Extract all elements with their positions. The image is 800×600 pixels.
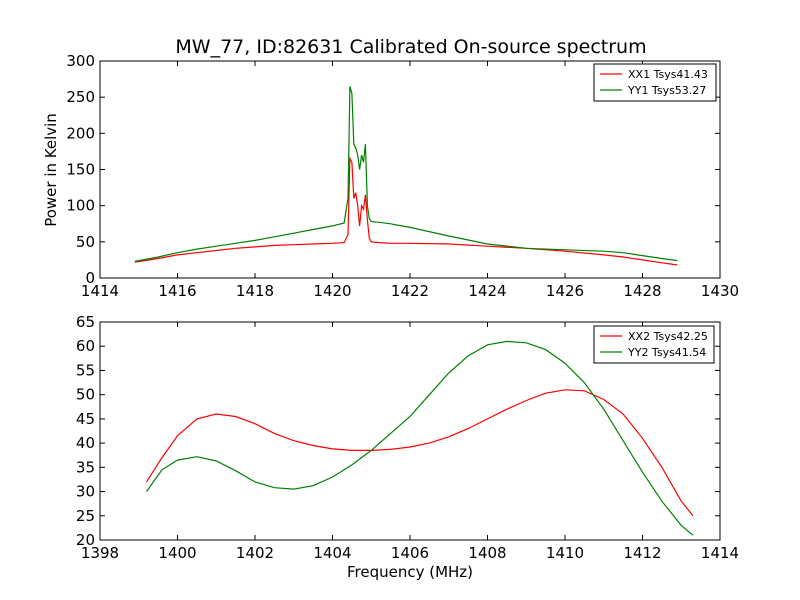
x-tick-label: 1402	[236, 544, 274, 562]
y-tick-label: 40	[76, 434, 95, 452]
y-tick-label: 50	[76, 386, 95, 404]
x-tick-label: 1416	[158, 282, 196, 300]
x-tick-label: 1400	[158, 544, 196, 562]
y-tick-label: 55	[76, 361, 95, 379]
x-tick-label: 1408	[468, 544, 506, 562]
x-tick-label: 1420	[313, 282, 351, 300]
y-tick-label: 25	[76, 507, 95, 525]
series-line-1	[134, 156, 678, 266]
y-tick-label: 60	[76, 337, 95, 355]
legend-box	[593, 325, 715, 364]
legend: XX1 Tsys41.43 YY1 Tsys53.27	[593, 63, 717, 102]
series-line-1	[145, 389, 694, 517]
y-tick-label: 300	[66, 52, 95, 70]
x-tick-label: 1424	[468, 282, 506, 300]
top-spectrum-panel: 1414 1416 1418 1420 1422 1424 1426 1428 1430 0 50 1…	[42, 52, 739, 300]
legend-entry-label: XX2 Tsys42.25	[628, 330, 708, 343]
y-tick-label: 250	[66, 88, 95, 106]
y-tick-label: 45	[76, 410, 95, 428]
legend-box	[593, 63, 717, 102]
x-tick-label: 1428	[623, 282, 661, 300]
x-tick-label: 1414	[701, 544, 739, 562]
legend-entry-label: YY1 Tsys53.27	[627, 84, 706, 97]
bottom-spectrum-panel: 1398 1400 1402 1404 1406 1408 1410 1412 1414 20 25…	[76, 313, 739, 581]
legend: XX2 Tsys42.25 YY2 Tsys41.54	[593, 325, 715, 364]
figure-title: MW_77, ID:82631 Calibrated On-source spe…	[175, 36, 646, 58]
x-tick-label: 1412	[623, 544, 661, 562]
x-tick-label: 1404	[313, 544, 351, 562]
x-tick-label: 1414	[81, 282, 119, 300]
x-tick-label: 1406	[391, 544, 429, 562]
y-tick-label: 30	[76, 483, 95, 501]
x-tick-label: 1422	[391, 282, 429, 300]
x-tick-label: 1418	[236, 282, 274, 300]
y-tick-label: 65	[76, 313, 95, 331]
x-tick-label: 1430	[701, 282, 739, 300]
y-tick-label: 20	[76, 531, 95, 549]
y-tick-label: 150	[66, 161, 95, 179]
x-axis-label: Frequency (MHz)	[347, 563, 473, 581]
y-tick-label: 50	[76, 233, 95, 251]
y-tick-label: 35	[76, 458, 95, 476]
x-tick-label: 1398	[81, 544, 119, 562]
legend-entry-label: YY2 Tsys41.54	[627, 346, 706, 359]
series-line-2	[146, 340, 694, 536]
legend-entry-label: XX1 Tsys41.43	[628, 68, 708, 81]
series-line-2	[134, 86, 678, 262]
y-tick-label: 100	[66, 197, 95, 215]
x-tick-label: 1410	[546, 544, 584, 562]
y-tick-label: 0	[85, 269, 95, 287]
y-axis-label: Power in Kelvin	[42, 113, 60, 227]
x-tick-label: 1426	[546, 282, 584, 300]
y-tick-label: 200	[66, 124, 95, 142]
